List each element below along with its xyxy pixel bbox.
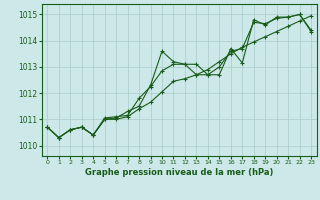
X-axis label: Graphe pression niveau de la mer (hPa): Graphe pression niveau de la mer (hPa) [85,168,273,177]
